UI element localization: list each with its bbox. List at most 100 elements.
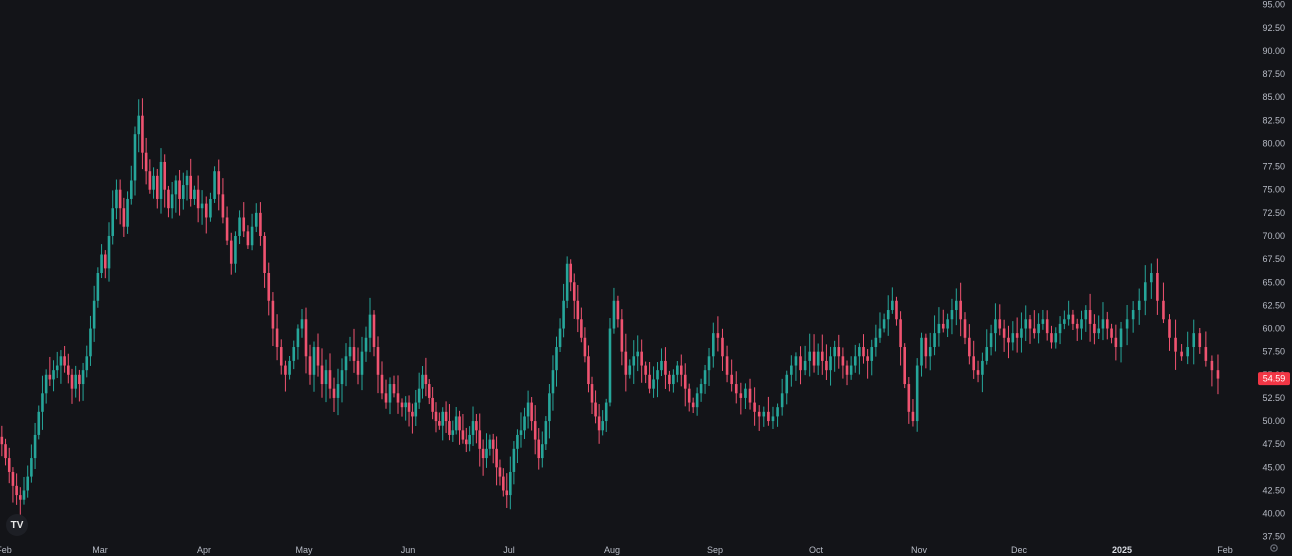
candle (833, 340, 836, 372)
candle-body (372, 314, 376, 348)
candle (1105, 311, 1109, 340)
candle (100, 244, 103, 279)
candle (15, 473, 18, 505)
candle-body (1114, 337, 1118, 348)
candle-body (356, 360, 360, 375)
price-tick-label: 62.50 (1262, 300, 1285, 310)
candle (725, 345, 729, 383)
candle-body (1110, 328, 1113, 338)
candle (691, 397, 695, 414)
candle (221, 178, 225, 224)
price-axis[interactable]: 37.5040.0042.5045.0047.5050.0052.5055.00… (1262, 0, 1285, 542)
candle (644, 361, 647, 384)
candle (491, 433, 495, 464)
candle-body (616, 300, 620, 320)
candle-body (96, 273, 100, 301)
candle (624, 333, 628, 392)
candle (911, 399, 915, 427)
candle (495, 436, 498, 486)
candle (444, 401, 448, 433)
candle-body (640, 351, 643, 366)
candle (558, 318, 562, 353)
candle-body (234, 235, 237, 264)
candle (933, 315, 936, 356)
candle-body (825, 360, 828, 371)
candle-body (37, 411, 41, 435)
candle (411, 403, 414, 434)
candle (414, 389, 418, 426)
candle-body (200, 203, 204, 209)
candle (193, 185, 196, 205)
candle (376, 336, 380, 394)
candle-body (548, 393, 551, 422)
candle (67, 353, 70, 384)
candle (388, 377, 392, 415)
candle-body (1024, 319, 1028, 329)
candle-body (903, 347, 906, 385)
candle-body (368, 314, 372, 338)
candle-body (1067, 314, 1070, 320)
candle (137, 99, 141, 153)
price-tick-label: 67.50 (1262, 254, 1285, 264)
candle-body (744, 388, 747, 398)
candle-body (862, 347, 865, 357)
candle-body (882, 319, 886, 329)
candle (103, 250, 107, 279)
candle-body (624, 351, 628, 375)
candle (59, 350, 63, 384)
candle (608, 318, 612, 407)
candle-body (360, 351, 364, 375)
candle-body (767, 411, 770, 422)
candle-body (468, 434, 471, 445)
candle-body (170, 194, 174, 209)
candle (1037, 313, 1040, 344)
time-tick-label: Feb (1217, 545, 1233, 555)
candle (328, 353, 332, 399)
candle (129, 165, 133, 205)
gear-icon[interactable] (1268, 542, 1280, 554)
candle-body (67, 365, 70, 375)
candle (464, 427, 468, 453)
candle-body (1045, 319, 1049, 334)
candle (204, 196, 208, 234)
candle (300, 309, 304, 338)
candle-body (972, 356, 975, 371)
candle-body (1071, 314, 1075, 324)
candle-body (1041, 319, 1045, 324)
candle-body (152, 175, 155, 190)
candle (96, 267, 100, 308)
candle (972, 340, 975, 379)
candle (178, 170, 181, 216)
price-tick-label: 75.00 (1262, 185, 1285, 195)
candle-body (601, 421, 604, 431)
candle-body (1204, 347, 1208, 361)
candle (816, 343, 820, 375)
price-tick-label: 80.00 (1262, 138, 1285, 148)
candle (475, 413, 478, 444)
candle-body (648, 374, 651, 389)
candle (122, 197, 126, 237)
candle (576, 285, 580, 333)
candle (170, 181, 174, 219)
time-axis[interactable]: Feb Mar Apr May Jun Jul Aug Sep Oct Nov Dec 2025 Feb (0, 545, 1233, 555)
time-tick-label: Jun (401, 545, 416, 555)
candle-body (866, 356, 869, 361)
candle-body (380, 374, 384, 394)
candle (707, 347, 711, 386)
candle-body (530, 402, 533, 422)
candle-body (141, 115, 144, 153)
candle-body (19, 495, 22, 500)
candle-body (174, 180, 178, 195)
candle (364, 326, 368, 362)
price-tick-label: 85.00 (1262, 92, 1285, 102)
candle (360, 336, 364, 391)
candle-body (344, 356, 348, 371)
candle-body (238, 217, 241, 236)
tradingview-logo-icon[interactable]: TV (6, 514, 28, 536)
candle (400, 398, 404, 417)
candle (152, 167, 155, 199)
candle-body (217, 171, 221, 195)
candle-body (488, 439, 492, 449)
candle (225, 206, 229, 246)
